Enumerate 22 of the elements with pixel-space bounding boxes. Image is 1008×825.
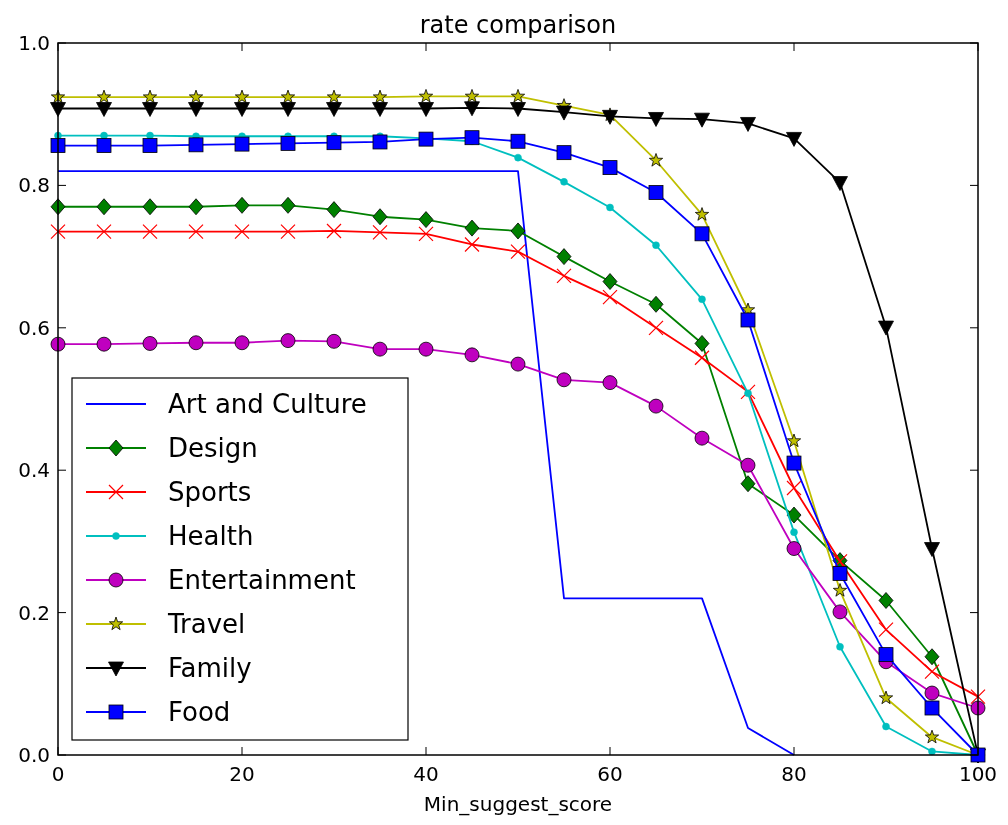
x-tick-label: 20 <box>229 762 255 786</box>
legend-label: Health <box>168 521 254 551</box>
legend-label: Art and Culture <box>168 389 367 419</box>
legend-label: Family <box>168 653 252 683</box>
legend-label: Food <box>168 697 231 727</box>
legend-label: Design <box>168 433 258 463</box>
y-tick-label: 0.2 <box>18 600 50 625</box>
y-tick-label: 0.4 <box>18 458 50 483</box>
legend-label: Travel <box>167 609 246 639</box>
y-tick-label: 0.0 <box>18 743 50 767</box>
x-tick-label: 40 <box>413 762 439 786</box>
y-tick-label: 1.0 <box>18 31 50 55</box>
x-tick-label: 100 <box>958 762 998 786</box>
legend-label: Entertainment <box>168 565 356 595</box>
x-axis-title: Min_suggest_score <box>423 792 613 816</box>
y-tick-label: 0.8 <box>18 173 50 198</box>
x-tick-label: 80 <box>781 762 807 786</box>
legend-label: Sports <box>168 477 252 507</box>
x-tick-label: 60 <box>597 762 623 786</box>
chart-title: rate comparison <box>419 11 617 39</box>
y-tick-label: 0.6 <box>18 315 50 340</box>
x-tick-label: 0 <box>51 762 65 786</box>
